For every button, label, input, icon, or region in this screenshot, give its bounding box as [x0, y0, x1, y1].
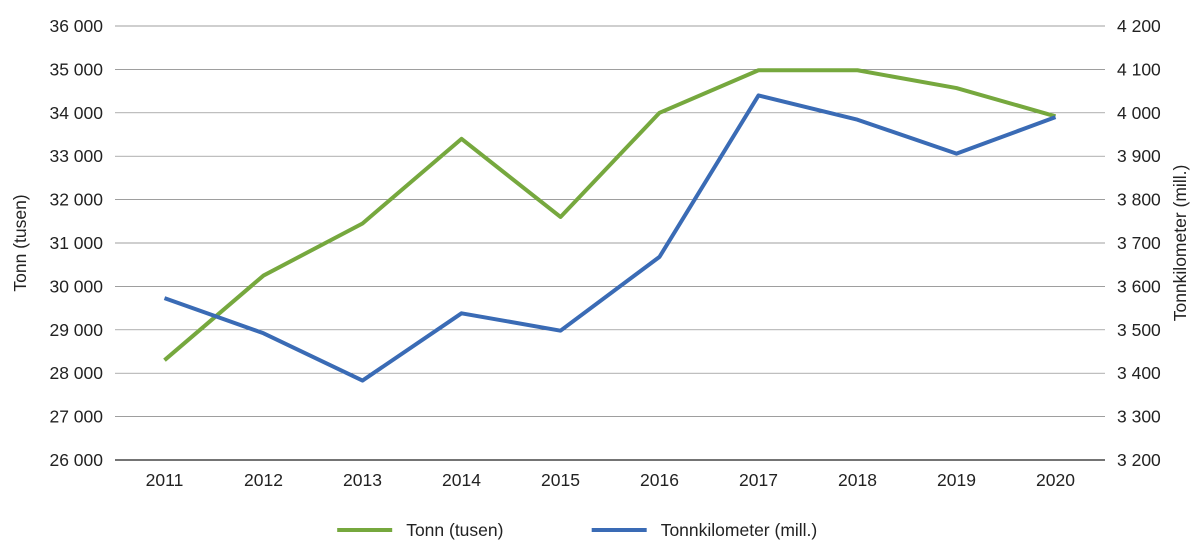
y-left-tick-label: 36 000 [49, 16, 103, 36]
y-right-axis-label: Tonnkilometer (mill.) [1170, 165, 1190, 322]
y-right-tick-label: 4 000 [1117, 103, 1161, 123]
x-tick-label: 2017 [739, 470, 778, 490]
x-tick-label: 2016 [640, 470, 679, 490]
y-left-axis-label: Tonn (tusen) [10, 194, 30, 291]
x-tick-label: 2018 [838, 470, 877, 490]
y-left-tick-label: 26 000 [49, 450, 103, 470]
y-left-tick-label: 31 000 [49, 233, 103, 253]
y-right-tick-label: 3 700 [1117, 233, 1161, 253]
y-left-tick-label: 28 000 [49, 363, 103, 383]
y-left-tick-label: 30 000 [49, 276, 103, 296]
x-tick-label: 2013 [343, 470, 382, 490]
legend-label-0: Tonn (tusen) [406, 520, 503, 540]
y-left-tick-label: 27 000 [49, 407, 103, 427]
y-left-tick-label: 33 000 [49, 146, 103, 166]
legend-label-1: Tonnkilometer (mill.) [661, 520, 818, 540]
x-tick-label: 2012 [244, 470, 283, 490]
y-left-tick-label: 32 000 [49, 190, 103, 210]
x-tick-label: 2011 [146, 470, 184, 490]
y-right-tick-label: 4 200 [1117, 16, 1161, 36]
y-right-tick-label: 3 600 [1117, 276, 1161, 296]
x-tick-label: 2019 [937, 470, 976, 490]
y-right-tick-label: 3 300 [1117, 407, 1161, 427]
y-right-tick-label: 4 100 [1117, 59, 1161, 79]
y-right-tick-label: 3 500 [1117, 320, 1161, 340]
y-right-tick-label: 3 800 [1117, 190, 1161, 210]
y-left-tick-label: 34 000 [49, 103, 103, 123]
x-tick-label: 2015 [541, 470, 580, 490]
y-right-tick-label: 3 400 [1117, 363, 1161, 383]
y-left-tick-label: 35 000 [49, 59, 103, 79]
x-tick-label: 2020 [1036, 470, 1075, 490]
x-tick-label: 2014 [442, 470, 481, 490]
y-right-tick-label: 3 900 [1117, 146, 1161, 166]
freight-chart: 26 000 27 000 28 000 29 000 30 000 31 000 32 0… [0, 0, 1200, 558]
y-right-tick-label: 3 200 [1117, 450, 1161, 470]
y-left-tick-label: 29 000 [49, 320, 103, 340]
